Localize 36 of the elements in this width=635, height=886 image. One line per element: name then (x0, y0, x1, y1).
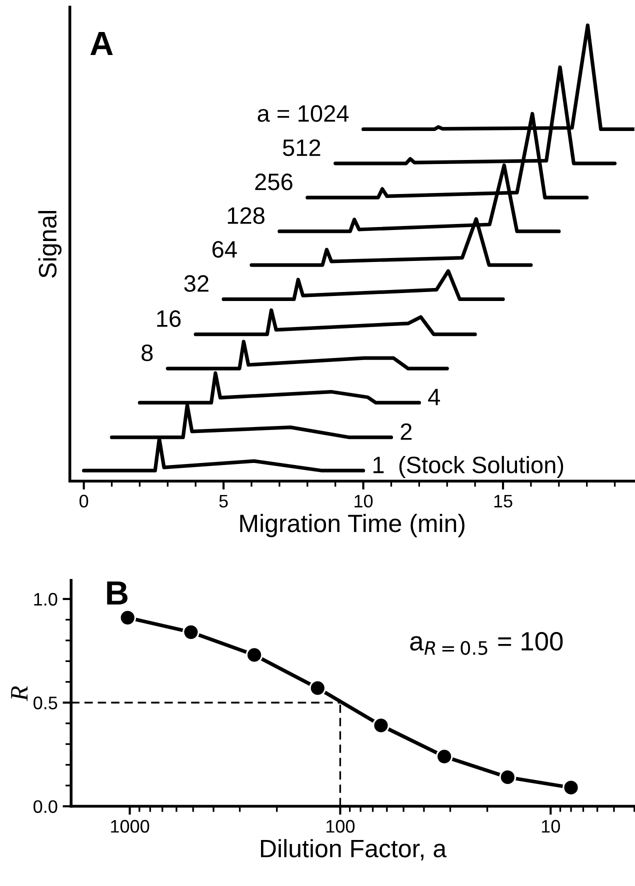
series-label: 2 (400, 423, 412, 440)
chart-title: A (90, 32, 113, 55)
x-tick-label: 100 (326, 820, 355, 833)
point (436, 748, 453, 765)
point (119, 609, 136, 626)
series-label: 16 (157, 310, 181, 327)
annotation: a$_{R=0.5}$ = 100 (410, 632, 563, 655)
y-axis-title: R (11, 686, 28, 702)
series-label: 4 (428, 388, 440, 406)
x-tick-label: 10 (542, 820, 560, 833)
y-tick-label: 0.0 (34, 800, 58, 813)
chart-title: B (107, 582, 128, 604)
point (562, 779, 580, 796)
point (309, 680, 326, 697)
x-tick-label: 15 (494, 494, 512, 508)
y-axis-title: Signal (38, 211, 62, 278)
x-tick-label: 0 (80, 494, 88, 508)
y-tick-label: 1.0 (34, 592, 58, 606)
point (499, 768, 516, 786)
series-label: 64 (212, 241, 237, 258)
series-label: a = 1024 (258, 105, 349, 122)
series-label: 256 (255, 174, 292, 190)
x-tick-label: 10 (354, 494, 373, 508)
y-tick-label: 0.5 (34, 696, 58, 710)
x-axis-title: Migration Time (min) (240, 514, 464, 538)
x-tick-label: 5 (219, 494, 228, 508)
point (372, 716, 390, 734)
series-label: 32 (184, 275, 208, 292)
point (182, 624, 200, 641)
series-label: 512 (282, 139, 320, 156)
series-label: 1 (Stock Solution) (373, 456, 564, 478)
point (246, 646, 263, 664)
series-label: 128 (228, 207, 264, 224)
x-axis-title: Dilution Factor, a (261, 839, 447, 860)
x-tick-label: 1000 (111, 820, 150, 833)
series-label: 8 (142, 344, 153, 362)
